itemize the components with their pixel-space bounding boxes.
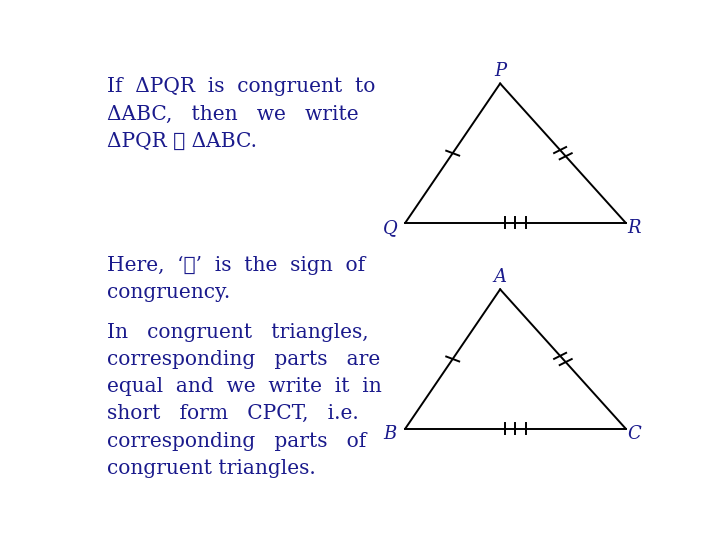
Text: In   congruent   triangles,
corresponding   parts   are
equal  and  we  write  i: In congruent triangles, corresponding pa…: [107, 322, 382, 478]
Text: P: P: [494, 62, 506, 80]
Text: R: R: [627, 219, 641, 237]
Text: Here,  ‘≅’  is  the  sign  of
congruency.: Here, ‘≅’ is the sign of congruency.: [107, 256, 365, 302]
Text: Q: Q: [383, 219, 397, 237]
Text: If  ΔPQR  is  congruent  to
ΔABC,   then   we   write
ΔPQR ≅ ΔABC.: If ΔPQR is congruent to ΔABC, then we wr…: [107, 77, 375, 151]
Text: C: C: [627, 424, 641, 443]
Text: A: A: [494, 268, 507, 286]
Text: B: B: [384, 424, 397, 443]
